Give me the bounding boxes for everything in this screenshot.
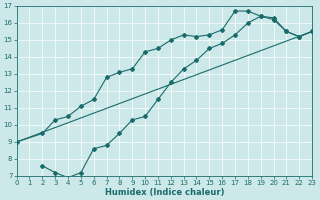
X-axis label: Humidex (Indice chaleur): Humidex (Indice chaleur) bbox=[105, 188, 224, 197]
